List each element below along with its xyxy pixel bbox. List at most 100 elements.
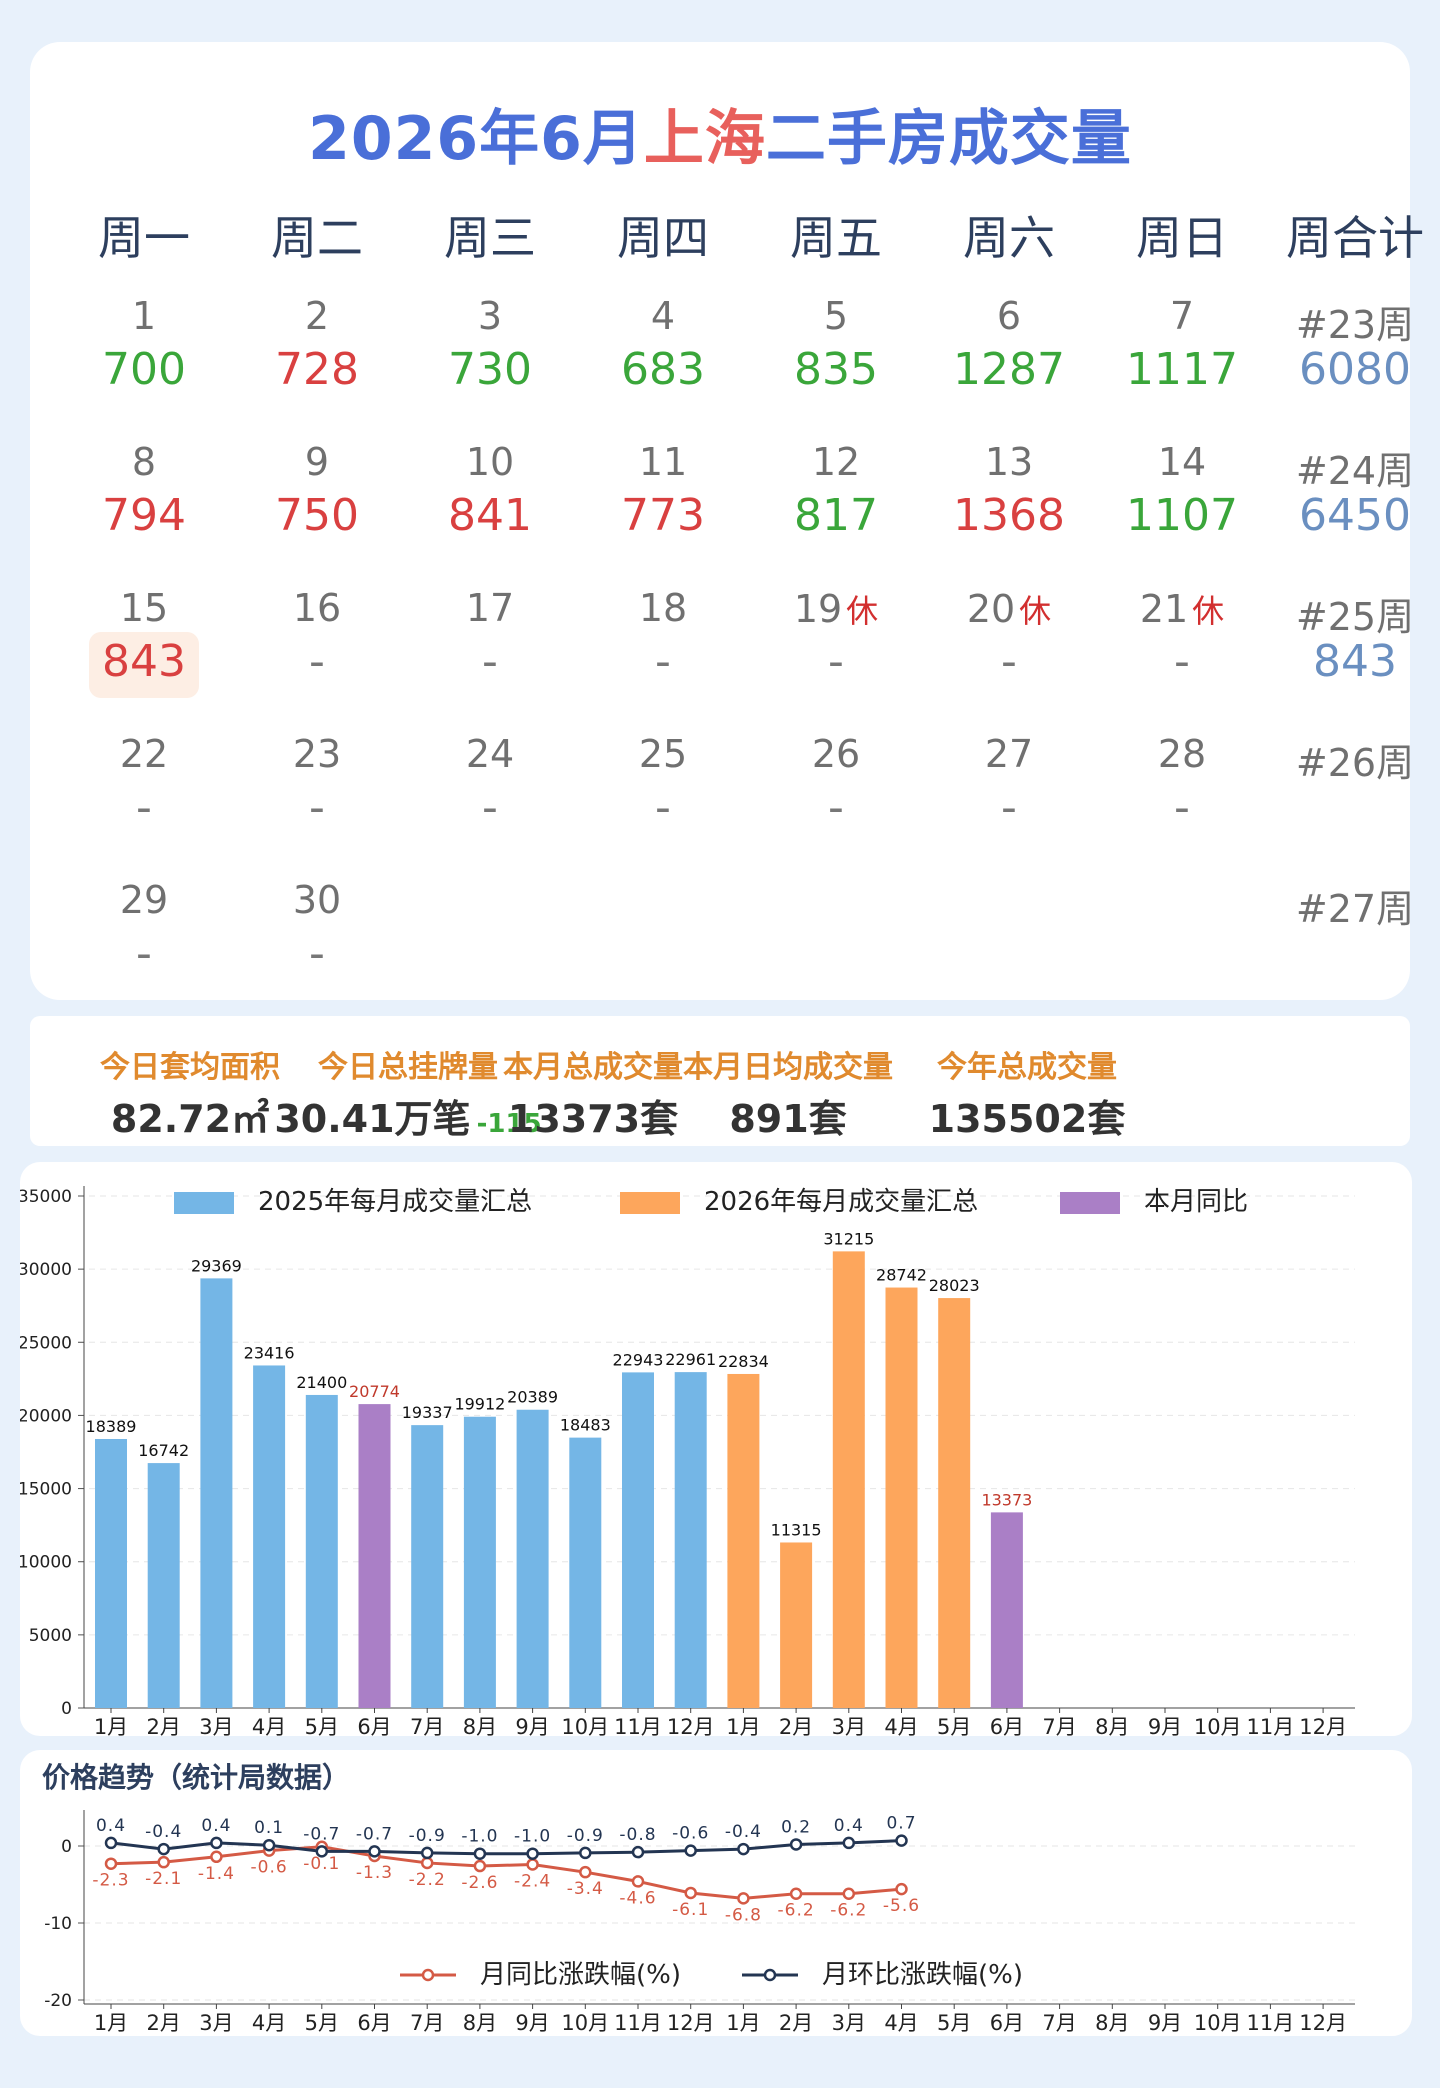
x-tick-label: 1月 <box>94 2011 128 2035</box>
series-line <box>110 1845 902 1900</box>
point-value-label: -1.3 <box>356 1863 393 1883</box>
x-tick-label: 4月 <box>252 1715 286 1736</box>
data-point <box>684 1886 697 1900</box>
data-point <box>737 1892 750 1905</box>
week-label: #25周 <box>1295 595 1415 639</box>
stats-card: 今日套均面积 82.72㎡ 今日总挂牌量 30.41万笔 -115 本月总成交量 13373… <box>30 1016 1410 1146</box>
bar <box>990 1512 1023 1708</box>
data-point <box>262 1838 276 1852</box>
day-volume: - <box>1001 636 1017 687</box>
x-tick-label: 10月 <box>1194 2011 1242 2035</box>
bar <box>885 1287 918 1708</box>
week-label: #26周 <box>1295 741 1415 785</box>
x-tick-label: 6月 <box>357 2011 391 2035</box>
x-tick-label: 2月 <box>147 2011 181 2035</box>
holiday-badge: 休 <box>846 592 879 630</box>
x-tick-label: 9月 <box>515 1715 549 1736</box>
week-label: #24周 <box>1295 449 1415 493</box>
line-chart-title: 价格趋势（统计局数据） <box>42 1761 351 1794</box>
data-point <box>210 1850 223 1864</box>
legend-label: 月环比涨跌幅(%) <box>822 1960 1023 1990</box>
point-value-label: -0.6 <box>251 1858 288 1878</box>
x-tick-label: 3月 <box>199 1715 233 1736</box>
x-tick-label: 3月 <box>832 1715 866 1736</box>
bar <box>358 1404 391 1708</box>
data-point <box>526 1858 539 1871</box>
day-volume: 683 <box>621 344 705 395</box>
data-point <box>210 1836 223 1850</box>
stat-label: 今日套均面积 <box>100 1050 280 1085</box>
stat-item: 今年总成交量 135502套 <box>897 1042 1157 1143</box>
bar <box>727 1373 760 1708</box>
data-point <box>789 1887 803 1900</box>
stat-value: 82.72㎡ <box>110 1097 270 1141</box>
day-number: 22 <box>119 732 169 776</box>
point-value-label: 0.4 <box>201 1816 231 1836</box>
page-title: 2026年6月上海二手房成交量 <box>308 104 1132 174</box>
x-tick-label: 2月 <box>147 1715 181 1736</box>
point-value-label: -0.4 <box>145 1822 182 1842</box>
point-value-label: -0.1 <box>303 1854 340 1874</box>
day-number: 19 休 <box>793 587 879 631</box>
point-value-label: -0.4 <box>725 1822 762 1842</box>
data-point <box>420 1856 434 1870</box>
point-value-label: 0.7 <box>886 1814 916 1834</box>
point-value-label: -1.0 <box>514 1827 551 1847</box>
data-point <box>842 1887 856 1900</box>
x-tick-label: 5月 <box>305 1715 339 1736</box>
stat-value: 135502套 <box>928 1097 1126 1141</box>
x-tick-label: 2月 <box>779 2011 813 2035</box>
day-volume: - <box>482 782 498 833</box>
x-tick-label: 12月 <box>1299 2011 1347 2035</box>
day-number: 7 <box>1169 294 1195 338</box>
point-value-label: 0.2 <box>781 1817 811 1837</box>
day-volume: 835 <box>794 344 878 395</box>
point-value-label: -6.1 <box>672 1900 709 1920</box>
stat-label: 今年总成交量 <box>937 1050 1117 1085</box>
day-number: 28 <box>1157 732 1207 776</box>
y-tick-label: 35000 <box>20 1187 72 1207</box>
stat-label: 本月日均成交量 <box>683 1050 893 1085</box>
bar <box>780 1542 813 1708</box>
weekday-header: 周五 <box>790 211 882 265</box>
stat-label: 今日总挂牌量 <box>318 1050 498 1085</box>
data-point <box>631 1875 645 1888</box>
day-number: 16 <box>292 586 342 630</box>
point-value-label: -6.2 <box>830 1901 867 1921</box>
day-volume: - <box>1174 636 1190 687</box>
week-label: #27周 <box>1295 887 1415 931</box>
data-point <box>895 1834 908 1847</box>
y-tick-label: 30000 <box>20 1260 72 1280</box>
bar-value-label: 18389 <box>86 1417 137 1436</box>
point-value-label: -0.7 <box>356 1824 393 1844</box>
bar-value-label: 19337 <box>402 1403 453 1422</box>
day-number: 30 <box>292 878 342 922</box>
day-volume: 773 <box>621 490 705 541</box>
day-number: 11 <box>638 440 688 484</box>
day-volume: 700 <box>102 344 186 395</box>
x-tick-label: 3月 <box>199 2011 233 2035</box>
day-number: 26 <box>811 732 861 776</box>
x-tick-label: 11月 <box>614 2011 662 2035</box>
weekday-header: 周二 <box>271 211 363 265</box>
weekday-header: 周六 <box>963 211 1055 265</box>
day-volume: 1368 <box>953 490 1065 541</box>
weekday-header: 周三 <box>444 211 536 265</box>
day-number: 29 <box>119 878 169 922</box>
day-number: 2 <box>304 294 330 338</box>
bar <box>674 1372 707 1708</box>
week-label: #23周 <box>1295 303 1415 347</box>
day-volume: 1287 <box>953 344 1065 395</box>
today-highlight <box>89 632 199 698</box>
day-volume: 843 <box>102 636 186 687</box>
bar-value-label: 20389 <box>507 1388 558 1407</box>
bar-chart-card: 0 5000 10000 15000 20000 25000 30000 35000 1月 183… <box>18 1162 1412 1739</box>
legend-label: 2025年每月成交量汇总 <box>258 1187 532 1217</box>
day-number: 3 <box>477 294 503 338</box>
day-number: 5 <box>823 294 849 338</box>
legend-marker <box>421 1968 435 1982</box>
x-tick-label: 11月 <box>1247 1715 1295 1736</box>
bar <box>622 1372 654 1708</box>
x-tick-label: 6月 <box>990 1715 1024 1736</box>
